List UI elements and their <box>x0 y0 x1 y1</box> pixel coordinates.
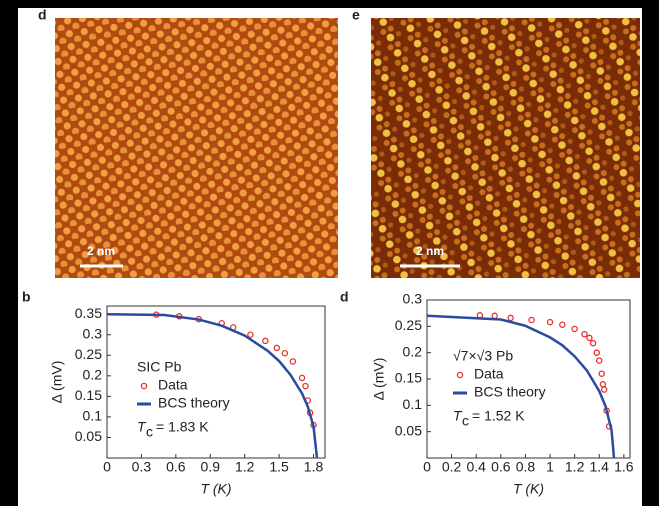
legend-marker <box>456 371 464 379</box>
x-tick-label: 1.5 <box>269 459 289 475</box>
data-point <box>289 358 297 365</box>
x-tick-label: 0.6 <box>491 459 511 475</box>
data-point <box>571 325 578 333</box>
bcs-line <box>106 312 319 459</box>
data-point <box>528 316 535 324</box>
legend-label: Data <box>474 366 504 382</box>
data-point <box>262 337 269 345</box>
x-tick-label: 1.8 <box>304 459 324 475</box>
panel-label: e <box>352 7 360 23</box>
annotation-symbol: T <box>137 419 147 435</box>
x-tick-label: 0 <box>423 459 431 475</box>
data-point <box>281 349 289 357</box>
legend-label: BCS theory <box>474 384 546 400</box>
data-point <box>546 318 554 326</box>
y-tick-label: 0.1 <box>83 408 103 424</box>
legend-title: √7×√3 Pb <box>453 348 513 364</box>
y-tick-label: 0.25 <box>395 317 422 333</box>
annotation-subscript: c <box>462 413 469 429</box>
x-tick-label: 1.2 <box>565 459 585 475</box>
x-tick-label: 1.4 <box>590 459 610 475</box>
data-point <box>302 382 309 390</box>
annotation-subscript: c <box>146 424 153 440</box>
data-point <box>586 334 593 342</box>
legend-label: Data <box>158 377 188 393</box>
x-tick-label: 0 <box>103 459 111 475</box>
y-tick-label: 0.15 <box>75 387 102 403</box>
y-tick-label: 0.05 <box>395 422 422 438</box>
x-axis-label: T (K) <box>200 481 231 497</box>
y-tick-label: 0.05 <box>75 428 102 444</box>
data-point <box>559 321 566 329</box>
annotation-symbol: T <box>453 408 463 424</box>
stm-image <box>55 18 338 278</box>
data-point <box>581 330 588 338</box>
x-tick-label: 0.4 <box>466 459 486 475</box>
plot-frame <box>106 305 326 459</box>
data-point <box>507 314 514 322</box>
y-tick-label: 0.3 <box>403 291 423 307</box>
scale-label: 2 nm <box>416 244 444 258</box>
y-tick-label: 0.3 <box>83 325 103 341</box>
x-axis-label: T (K) <box>513 481 544 497</box>
y-tick-label: 0.2 <box>403 343 423 359</box>
x-tick-label: 0.2 <box>442 459 462 475</box>
annotation-text: = 1.52 K <box>472 408 525 424</box>
y-tick-label: 0.25 <box>75 346 102 362</box>
data-point <box>273 344 281 352</box>
legend-marker <box>140 382 148 390</box>
legend-title: SIC Pb <box>137 359 182 375</box>
x-tick-label: 1.6 <box>614 459 634 475</box>
stm-image <box>371 18 640 278</box>
bcs-line <box>426 314 616 459</box>
y-tick-label: 0.15 <box>395 370 422 386</box>
data-point <box>593 349 601 356</box>
annotation-text: = 1.83 K <box>156 419 209 435</box>
panel-label: b <box>22 289 31 305</box>
y-axis-label: Δ (mV) <box>371 358 387 401</box>
panel-label: d <box>340 289 349 305</box>
data-point <box>589 339 597 347</box>
data-point <box>298 374 306 382</box>
data-point <box>600 386 608 393</box>
x-tick-label: 0.6 <box>166 459 186 475</box>
y-tick-label: 0.35 <box>75 305 102 321</box>
scale-label: 2 nm <box>87 244 115 258</box>
x-tick-label: 1 <box>546 459 554 475</box>
x-tick-label: 0.8 <box>516 459 536 475</box>
x-tick-label: 1.2 <box>235 459 255 475</box>
panel-label: d <box>38 7 47 23</box>
data-point <box>595 357 603 364</box>
y-axis-label: Δ (mV) <box>49 361 65 404</box>
y-tick-label: 0.1 <box>403 396 423 412</box>
x-tick-label: 0.3 <box>132 459 152 475</box>
data-point <box>247 331 254 339</box>
data-point <box>598 370 605 377</box>
legend-label: BCS theory <box>158 395 230 411</box>
y-tick-label: 0.2 <box>83 367 103 383</box>
x-tick-label: 0.9 <box>201 459 221 475</box>
